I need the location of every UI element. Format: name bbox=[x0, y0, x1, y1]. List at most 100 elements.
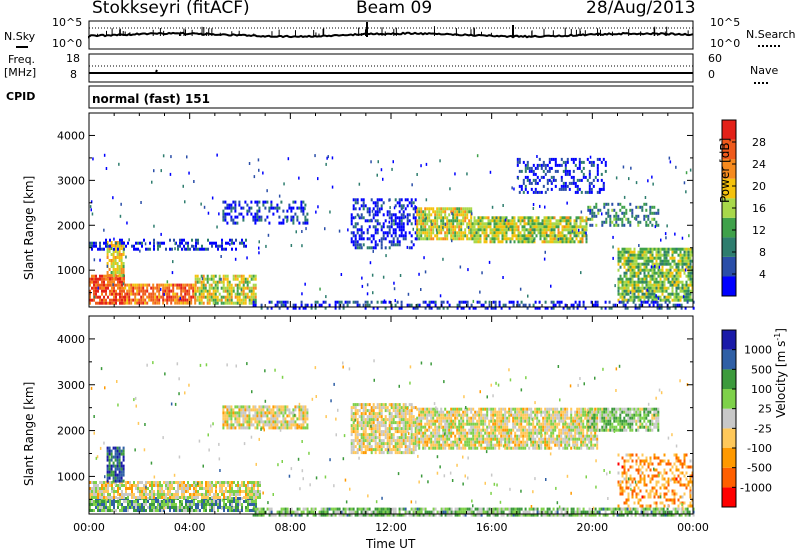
velocity-cell bbox=[258, 420, 261, 424]
velocity-cell bbox=[253, 493, 255, 496]
power-cell bbox=[490, 306, 493, 310]
power-cell bbox=[446, 216, 449, 220]
power-cell bbox=[595, 202, 598, 206]
power-cell bbox=[651, 247, 654, 251]
power-cell bbox=[667, 262, 670, 266]
power-cell bbox=[414, 237, 417, 241]
power-cell bbox=[598, 157, 601, 161]
velocity-cell bbox=[410, 421, 413, 425]
velocity-cell bbox=[131, 503, 133, 506]
velocity-cell bbox=[108, 452, 111, 456]
power-cell bbox=[551, 216, 554, 220]
velocity-cell bbox=[400, 409, 403, 413]
power-cell bbox=[120, 259, 123, 262]
power-cell bbox=[522, 160, 525, 164]
velocity-cell bbox=[352, 421, 355, 425]
velocity-cell bbox=[402, 412, 405, 416]
velocity-cell bbox=[105, 487, 107, 490]
velocity-cell bbox=[404, 406, 407, 410]
velocity-cell bbox=[388, 424, 391, 428]
power-cell bbox=[643, 259, 646, 263]
power-cell bbox=[479, 237, 482, 241]
power-cell bbox=[206, 298, 209, 302]
power-cell bbox=[123, 247, 125, 251]
velocity-cell bbox=[378, 433, 381, 437]
power-cell bbox=[117, 274, 119, 278]
power-cell bbox=[208, 283, 211, 287]
power-cell bbox=[264, 218, 267, 222]
power-cell bbox=[532, 172, 535, 176]
power-cell bbox=[566, 184, 569, 188]
power-cell bbox=[350, 231, 353, 235]
velocity-cell bbox=[408, 421, 411, 425]
power-cell bbox=[93, 277, 95, 281]
power-scatter-cell bbox=[183, 247, 186, 251]
power-cell bbox=[577, 240, 580, 244]
power-cell bbox=[617, 256, 620, 260]
power-cell bbox=[524, 175, 527, 179]
velocity-cell bbox=[302, 408, 305, 412]
power-cell bbox=[374, 231, 377, 235]
power-cell bbox=[665, 286, 668, 290]
power-cell bbox=[374, 219, 377, 223]
power-cell bbox=[637, 289, 640, 293]
velocity-cell bbox=[410, 442, 413, 446]
power-cell bbox=[637, 295, 640, 299]
power-cell bbox=[495, 219, 498, 223]
power-cell bbox=[128, 295, 131, 299]
power-cell bbox=[641, 208, 644, 212]
power-cell bbox=[113, 289, 115, 293]
power-cell bbox=[509, 222, 512, 226]
velocity-cell bbox=[382, 442, 385, 446]
velocity-cell bbox=[135, 506, 137, 509]
power-scatter-cell bbox=[203, 205, 206, 209]
power-cell bbox=[130, 298, 133, 302]
power-cell bbox=[539, 228, 542, 232]
power-cell bbox=[517, 231, 520, 235]
power-cell bbox=[428, 219, 431, 223]
velocity-cell bbox=[374, 451, 377, 455]
velocity-cell bbox=[384, 406, 387, 410]
power-cell bbox=[623, 286, 626, 290]
power-cell bbox=[552, 306, 555, 310]
power-cell bbox=[687, 262, 690, 266]
velocity-cell bbox=[410, 403, 413, 407]
power-scatter-cell bbox=[630, 166, 632, 170]
power-cell bbox=[107, 283, 109, 287]
velocity-cell bbox=[116, 476, 119, 480]
power-cell bbox=[250, 286, 253, 290]
velocity-cell bbox=[368, 445, 371, 449]
velocity-cell bbox=[118, 470, 121, 474]
power-cell bbox=[166, 301, 169, 305]
power-cell bbox=[585, 216, 588, 220]
power-cell bbox=[126, 298, 129, 302]
power-cell bbox=[400, 234, 403, 238]
power-cell bbox=[570, 157, 573, 161]
power-cell bbox=[158, 298, 161, 302]
power-cell bbox=[198, 292, 201, 296]
velocity-cell bbox=[122, 470, 125, 474]
velocity-cell bbox=[388, 430, 391, 434]
velocity-cell bbox=[237, 484, 239, 487]
power-cell bbox=[567, 225, 570, 229]
power-cell bbox=[242, 277, 245, 281]
power-cell bbox=[252, 286, 255, 290]
velocity-cell bbox=[388, 439, 391, 443]
power-cell bbox=[120, 265, 123, 268]
power-cell bbox=[438, 231, 441, 235]
power-cell bbox=[368, 207, 371, 211]
power-cell bbox=[582, 303, 585, 307]
power-cell bbox=[669, 280, 672, 284]
power-cell bbox=[93, 283, 95, 287]
power-cell bbox=[404, 234, 407, 238]
power-cell bbox=[93, 274, 95, 278]
power-cell bbox=[248, 274, 251, 278]
power-scatter-cell bbox=[326, 156, 328, 160]
velocity-cell bbox=[368, 424, 371, 428]
power-cell bbox=[519, 216, 522, 220]
power-cell bbox=[290, 209, 293, 213]
power-cell bbox=[352, 240, 355, 244]
power-cell bbox=[386, 234, 389, 238]
velocity-cell bbox=[400, 436, 403, 440]
power-cell bbox=[643, 202, 646, 206]
